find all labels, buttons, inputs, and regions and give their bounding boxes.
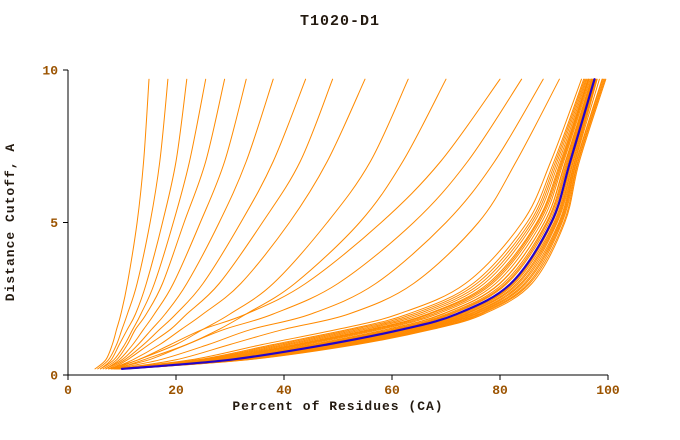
x-tick-label: 60 xyxy=(384,383,400,398)
model-curve xyxy=(110,78,334,370)
x-tick-label: 100 xyxy=(596,383,620,398)
model-curve xyxy=(113,78,585,370)
model-curve xyxy=(113,78,409,370)
model-curve xyxy=(113,78,544,370)
model-curve xyxy=(122,78,597,370)
y-tick-label: 10 xyxy=(42,64,58,79)
x-tick-label: 0 xyxy=(64,383,72,398)
y-tick-label: 5 xyxy=(50,216,58,231)
model-curve xyxy=(116,78,588,370)
x-tick-label: 20 xyxy=(168,383,184,398)
model-curve xyxy=(105,78,247,370)
y-tick-label: 0 xyxy=(50,369,58,384)
highlighted-model-curve xyxy=(120,78,596,370)
model-curve xyxy=(114,78,586,370)
model-curve xyxy=(108,78,501,370)
model-curve xyxy=(99,78,188,370)
model-curve xyxy=(116,78,447,370)
model-curve xyxy=(118,78,591,370)
model-curve xyxy=(94,78,150,370)
model-curve xyxy=(105,78,274,370)
model-curve xyxy=(110,78,366,370)
model-curve xyxy=(108,78,307,370)
model-curve xyxy=(115,78,587,370)
model-curve xyxy=(111,78,582,370)
x-tick-label: 40 xyxy=(276,383,292,398)
model-curve xyxy=(102,78,226,370)
x-tick-label: 80 xyxy=(492,383,508,398)
model-curve xyxy=(125,78,607,370)
model-curve xyxy=(110,78,523,370)
y-axis-label: Distance Cutoff, A xyxy=(3,142,18,302)
chart-title: T1020-D1 xyxy=(299,13,380,30)
model-curve xyxy=(97,78,169,370)
x-axis-label: Percent of Residues (CA) xyxy=(232,399,444,414)
model-curve xyxy=(122,78,597,370)
model-curve xyxy=(99,78,207,370)
model-curve xyxy=(116,78,560,370)
